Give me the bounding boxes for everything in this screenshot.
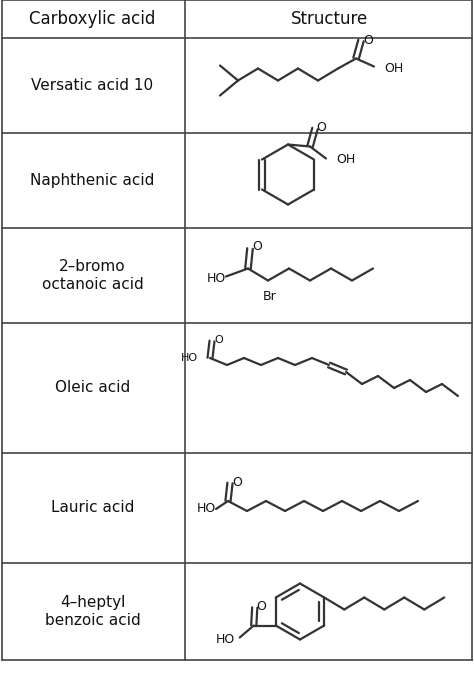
Text: HO: HO [181, 353, 198, 363]
Text: HO: HO [197, 503, 216, 515]
Text: Oleic acid: Oleic acid [55, 381, 130, 395]
Text: O: O [215, 335, 223, 345]
Text: Carboxylic acid: Carboxylic acid [29, 10, 155, 28]
Text: Structure: Structure [291, 10, 368, 28]
Text: 2–bromo
octanoic acid: 2–bromo octanoic acid [42, 259, 143, 292]
Text: OH: OH [336, 153, 355, 166]
Text: HO: HO [206, 272, 226, 285]
Text: Versatic acid 10: Versatic acid 10 [31, 78, 154, 93]
Text: Naphthenic acid: Naphthenic acid [30, 173, 155, 188]
Text: HO: HO [216, 633, 235, 646]
Text: O: O [316, 121, 326, 134]
Text: OH: OH [384, 62, 403, 75]
Text: O: O [256, 600, 266, 613]
Text: O: O [252, 240, 262, 253]
Text: O: O [232, 475, 242, 489]
Text: 4–heptyl
benzoic acid: 4–heptyl benzoic acid [45, 595, 140, 628]
Text: O: O [363, 34, 373, 47]
Text: Lauric acid: Lauric acid [51, 500, 134, 515]
Text: Br: Br [263, 290, 277, 303]
